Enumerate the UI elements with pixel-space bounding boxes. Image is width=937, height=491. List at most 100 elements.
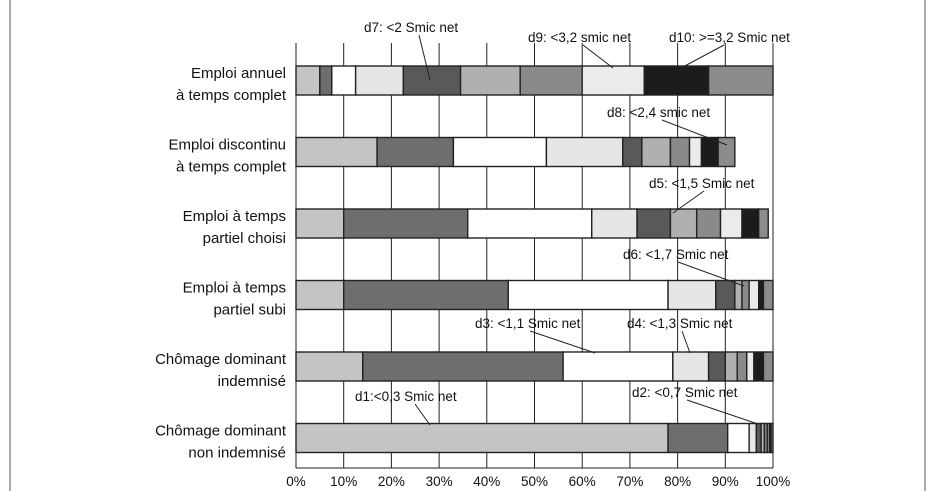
bar-segment bbox=[591, 208, 638, 239]
bar-segment bbox=[672, 351, 710, 382]
category-label: à temps complet bbox=[176, 159, 287, 176]
bar-segment bbox=[726, 422, 750, 454]
bar-segment bbox=[641, 136, 672, 168]
category-label: partiel choisi bbox=[203, 230, 286, 247]
annotation-d2: d2: <0,7 Smic net bbox=[632, 385, 738, 400]
bar-segment bbox=[746, 351, 755, 382]
bar-segment bbox=[459, 65, 521, 96]
category-label: indemnisé bbox=[218, 373, 286, 390]
bar-segment bbox=[688, 136, 703, 168]
annotation-d6: d6: <1,7 Smic net bbox=[623, 247, 729, 262]
x-tick-label: 100% bbox=[756, 474, 791, 489]
bar-segment bbox=[700, 136, 719, 168]
bar-segment bbox=[362, 351, 564, 382]
x-tick-label: 20% bbox=[378, 474, 405, 489]
bar-segment bbox=[519, 65, 583, 96]
bar-segment bbox=[295, 351, 364, 382]
x-tick-label: 80% bbox=[664, 474, 691, 489]
leader-line-d3 bbox=[529, 330, 596, 354]
bar-segment bbox=[715, 279, 736, 311]
category-label: Emploi à temps bbox=[183, 280, 286, 297]
bar-segment bbox=[695, 208, 722, 239]
bar-segment bbox=[295, 136, 378, 168]
x-tick-label: 50% bbox=[521, 474, 548, 489]
bar-segment bbox=[545, 136, 624, 168]
bar-segment bbox=[636, 208, 672, 239]
category-label: Chômage dominant bbox=[155, 351, 287, 368]
x-tick-label: 10% bbox=[330, 474, 357, 489]
bar-segment bbox=[741, 208, 760, 239]
bar-segment bbox=[343, 279, 509, 311]
annotation-d8: d8: <2,4 smic net bbox=[607, 105, 710, 120]
leader-line-d10 bbox=[680, 44, 725, 69]
annotation-d9: d9: <3,2 smic net bbox=[528, 30, 631, 45]
bar-segment bbox=[667, 279, 717, 311]
x-tick-label: 90% bbox=[712, 474, 739, 489]
x-tick-label: 70% bbox=[616, 474, 643, 489]
x-tick-label: 40% bbox=[473, 474, 500, 489]
annotation-d3: d3: <1,1 Smic net bbox=[475, 316, 581, 331]
x-tick-label: 30% bbox=[426, 474, 453, 489]
bar-segment bbox=[669, 208, 698, 239]
category-label: à temps complet bbox=[176, 87, 287, 104]
leader-line-d6 bbox=[677, 261, 745, 287]
x-tick-label: 0% bbox=[286, 474, 306, 489]
leader-line-d9 bbox=[582, 44, 614, 69]
bar-segment bbox=[295, 279, 345, 311]
bar-segment bbox=[757, 279, 765, 311]
annotation-d1: d1:<0,3 Smic net bbox=[355, 389, 457, 404]
bar-segment bbox=[736, 351, 748, 382]
bar-segment bbox=[707, 65, 774, 96]
category-label: non indemnisé bbox=[188, 445, 286, 462]
bar-segment bbox=[669, 136, 691, 168]
bar-segment bbox=[467, 208, 593, 239]
leader-line-d4 bbox=[681, 330, 691, 354]
leader-line-d7 bbox=[418, 34, 431, 81]
x-tick-label: 60% bbox=[569, 474, 596, 489]
bar-segment bbox=[719, 208, 743, 239]
leader-line-d1 bbox=[414, 403, 431, 426]
bar-segment bbox=[757, 208, 769, 239]
bar-segment bbox=[762, 351, 774, 382]
bar-segment bbox=[295, 422, 669, 454]
bar-segment bbox=[748, 422, 758, 454]
bar-segment bbox=[741, 279, 750, 311]
category-label: Emploi à temps bbox=[183, 208, 286, 225]
bar-segment bbox=[295, 208, 345, 239]
bar-segment bbox=[507, 279, 669, 311]
bar-segment bbox=[622, 136, 643, 168]
leader-line-d8 bbox=[661, 119, 728, 146]
bar-segment bbox=[762, 279, 774, 311]
bar-segment bbox=[295, 65, 321, 96]
bar-segment bbox=[354, 65, 405, 96]
bar-segment bbox=[667, 422, 729, 454]
bar-segment bbox=[748, 279, 760, 311]
bar-segment bbox=[319, 65, 333, 96]
bar-segment bbox=[643, 65, 710, 96]
annotation-d10: d10: >=3,2 Smic net bbox=[669, 30, 790, 45]
category-label: Chômage dominant bbox=[155, 423, 287, 440]
category-label: Emploi annuel bbox=[191, 65, 286, 82]
bar-segment bbox=[331, 65, 357, 96]
annotation-d4: d4: <1,3 Smic net bbox=[627, 316, 733, 331]
category-label: Emploi discontinu bbox=[168, 137, 286, 154]
bar-segment bbox=[581, 65, 645, 96]
leader-line-d5 bbox=[672, 190, 705, 214]
leader-line-d2 bbox=[686, 399, 759, 425]
bar-segment bbox=[707, 351, 726, 382]
bar-segment bbox=[755, 422, 762, 454]
bar-segment bbox=[770, 422, 774, 454]
bar-segment bbox=[452, 136, 548, 168]
bar-segment bbox=[753, 351, 765, 382]
bar-segment bbox=[562, 351, 674, 382]
annotation-d5: d5: <1,5 Smic net bbox=[649, 176, 755, 191]
category-label: partiel subi bbox=[213, 302, 286, 319]
bar-segment bbox=[402, 65, 462, 96]
bar-segment bbox=[717, 136, 736, 168]
bar-segment bbox=[343, 208, 469, 239]
bar-segment bbox=[376, 136, 455, 168]
annotation-d7: d7: <2 Smic net bbox=[364, 20, 458, 35]
bar-segment bbox=[724, 351, 738, 382]
